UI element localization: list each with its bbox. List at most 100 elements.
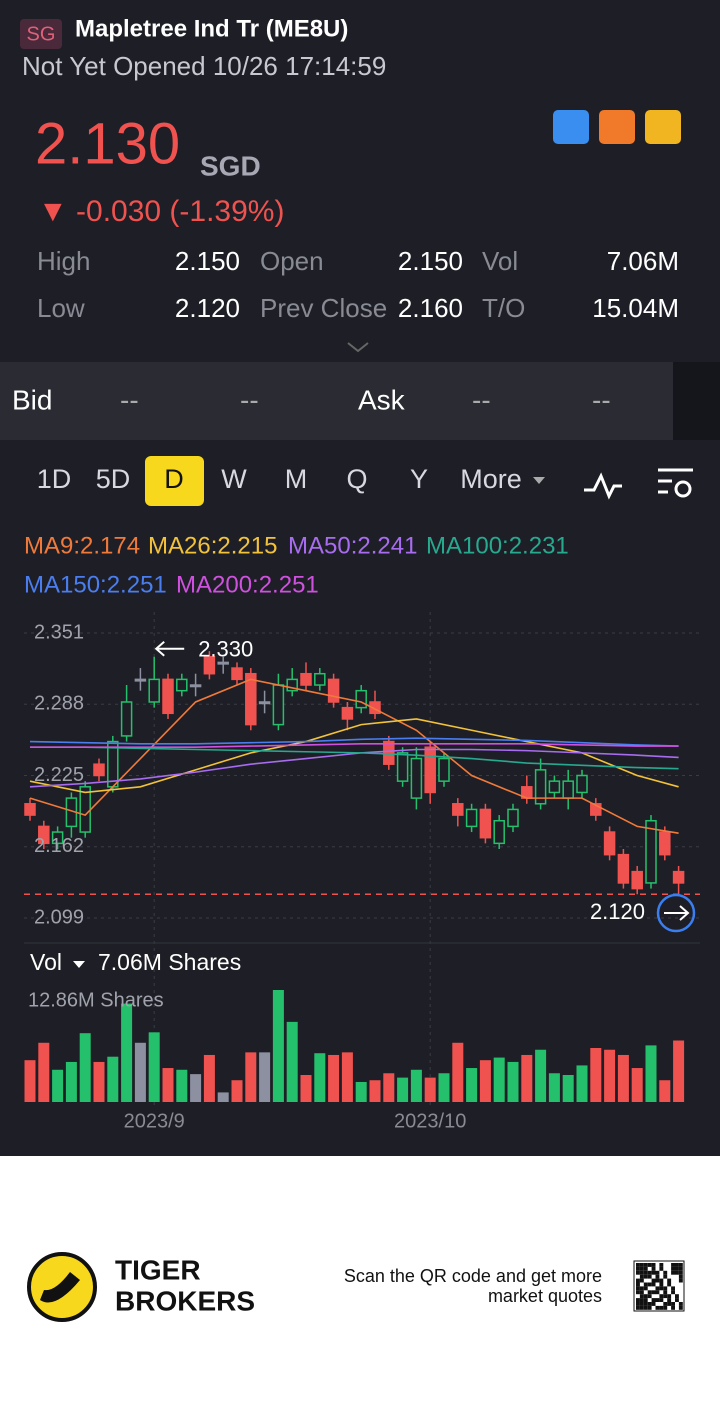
icon[interactable] — [599, 110, 635, 144]
qr-cell — [663, 1290, 668, 1295]
period-tab[interactable]: W — [221, 464, 247, 494]
volume-bar — [659, 1080, 671, 1102]
jump-arrow — [664, 905, 690, 921]
candle-body — [258, 701, 271, 705]
qr-cell — [663, 1305, 668, 1310]
candle-body — [672, 870, 685, 884]
market: SG — [27, 23, 56, 45]
volume-bar — [673, 1040, 685, 1102]
qr-cell — [663, 1302, 668, 1306]
candle-body — [176, 678, 188, 692]
brand: TIGER — [115, 1254, 201, 1285]
period-tab[interactable]: 5D — [96, 464, 131, 494]
candle-body — [603, 831, 616, 856]
qr-cell — [651, 1278, 656, 1283]
period-tab[interactable]: Q — [346, 464, 367, 494]
volume-bar — [466, 1068, 478, 1102]
y-tick-label: 2.225 — [34, 764, 84, 786]
qr-cell — [655, 1274, 660, 1279]
period-tab[interactable]: 1D — [37, 464, 72, 494]
qr-cell — [647, 1302, 652, 1306]
candle-body — [659, 831, 671, 856]
qr-cell — [667, 1302, 672, 1306]
y-tick-label: 2.099 — [34, 906, 84, 928]
candle-body — [493, 819, 505, 845]
volume-bar — [286, 1021, 298, 1102]
qr-cell — [675, 1294, 679, 1299]
candle-body — [272, 684, 285, 726]
candle-body — [148, 678, 160, 703]
settings-icon[interactable] — [658, 468, 693, 498]
scan-text: market quotes — [488, 1286, 602, 1306]
qr-cell — [678, 1263, 683, 1267]
period-tab[interactable]: Y — [410, 464, 428, 494]
title: Mapletree Ind Tr (ME8U) — [75, 15, 348, 42]
volume-bar — [369, 1080, 381, 1102]
candle-body — [120, 701, 133, 737]
period-selected — [145, 456, 204, 506]
qr-cell — [655, 1305, 660, 1310]
volume-bar — [617, 1054, 629, 1102]
candle-body — [562, 780, 574, 799]
candle-body — [410, 757, 423, 799]
volume-bar — [521, 1054, 533, 1102]
stat-value: 15.04M — [592, 293, 679, 323]
more-arrow[interactable] — [533, 477, 545, 484]
icon[interactable] — [645, 110, 681, 144]
candle-body — [438, 757, 450, 782]
volume-max-label: 12.86M Shares — [28, 989, 164, 1011]
icon[interactable] — [553, 110, 589, 144]
indicator-icon[interactable] — [584, 472, 622, 500]
qr-cell — [639, 1278, 644, 1283]
volume-bar — [231, 1080, 243, 1102]
volume-bar — [562, 1075, 574, 1102]
qr-cell — [655, 1286, 660, 1291]
legend-entry: MA26:2.215 — [148, 532, 277, 559]
scan-text: Scan the QR code and get more — [344, 1266, 602, 1286]
y-tick-label: 2.288 — [34, 693, 84, 715]
volume-bar — [203, 1054, 215, 1102]
candle-body — [576, 774, 588, 794]
qr-cell — [651, 1263, 656, 1267]
stat-label: Vol — [482, 246, 518, 276]
qr-cell — [659, 1266, 664, 1271]
volume-bar — [535, 1049, 547, 1102]
qr-cell — [647, 1270, 652, 1275]
candle-body — [314, 672, 326, 686]
volume-bar — [148, 1032, 160, 1102]
volume-bar — [631, 1068, 643, 1102]
candle-body — [231, 667, 243, 681]
candle-body — [203, 656, 216, 675]
volume-bar — [259, 1052, 271, 1102]
volume-bar — [38, 1042, 50, 1102]
qr-cell — [655, 1278, 660, 1283]
qr-cell — [667, 1294, 672, 1299]
qr-cell — [651, 1266, 656, 1271]
bid-ask: -- — [120, 384, 139, 415]
period-tab[interactable]: D — [164, 464, 184, 494]
candle-body — [396, 752, 409, 782]
stat-label: High — [37, 246, 90, 276]
candle-body — [383, 740, 395, 765]
expand[interactable] — [347, 342, 369, 353]
qr-cell — [639, 1274, 644, 1279]
volume-bar — [65, 1061, 77, 1102]
volume-bar — [300, 1075, 312, 1102]
candle-body — [51, 831, 64, 845]
qr-cell — [636, 1298, 640, 1302]
qr-cell — [659, 1278, 664, 1283]
period-tab[interactable]: M — [285, 464, 308, 494]
qr-cell — [647, 1290, 652, 1295]
candle-body — [341, 706, 354, 720]
qr-cell — [663, 1274, 668, 1279]
jump-button[interactable] — [656, 893, 696, 933]
qr-cell — [639, 1290, 644, 1295]
volume-bar — [452, 1042, 464, 1102]
candle-body — [534, 769, 547, 805]
ma-line — [29, 737, 679, 747]
qr-cell — [647, 1282, 652, 1287]
qr-cell — [675, 1263, 679, 1267]
candle-body — [93, 763, 105, 777]
period-tab[interactable]: More — [460, 464, 522, 494]
